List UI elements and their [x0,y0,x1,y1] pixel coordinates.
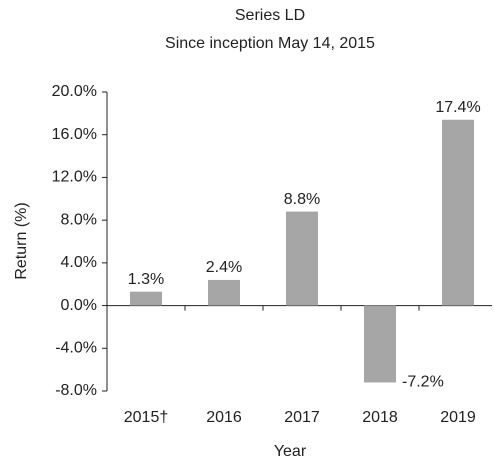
chart-title: Series LD [235,7,305,24]
x-tick-label: 2016 [206,409,242,426]
x-tick-label: 2019 [440,409,476,426]
bar [442,119,474,306]
y-tick-label: -4.0% [55,340,97,357]
x-axis-title: Year [274,443,307,460]
bar [130,291,162,306]
y-axis-title: Return (%) [13,202,30,279]
y-tick-label: 8.0% [61,211,97,228]
value-label: -7.2% [402,374,444,391]
value-label: 2.4% [206,259,242,276]
bar [208,279,240,306]
value-label: 1.3% [128,271,164,288]
x-tick-label: 2018 [362,409,398,426]
bar [286,211,318,306]
y-tick-label: 12.0% [52,169,97,186]
chart-subtitle: Since inception May 14, 2015 [165,35,375,52]
x-tick-label: 2015† [124,409,169,426]
bar [364,305,396,383]
value-label: 8.8% [284,191,320,208]
y-tick-label: 0.0% [61,297,97,314]
y-tick-label: 4.0% [61,254,97,271]
x-tick-label: 2017 [284,409,320,426]
y-tick-label: 16.0% [52,126,97,143]
value-label: 17.4% [435,99,480,116]
y-tick-label: 20.0% [52,83,97,100]
y-tick-label: -8.0% [55,382,97,399]
